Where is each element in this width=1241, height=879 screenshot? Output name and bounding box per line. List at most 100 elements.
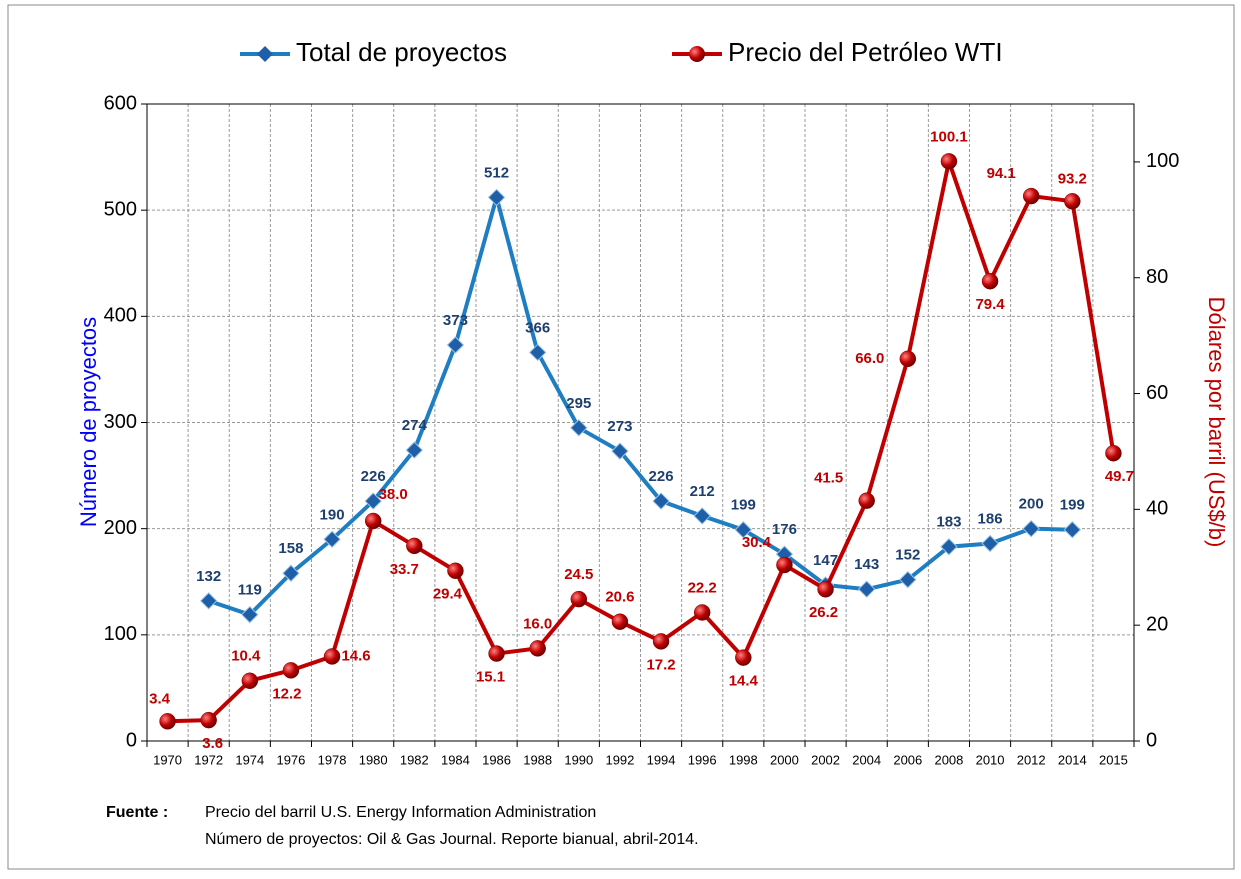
marker	[529, 640, 546, 657]
data-label: 119	[238, 582, 262, 599]
marker	[858, 492, 875, 509]
data-label: 26.2	[809, 604, 838, 621]
data-label: 3.4	[149, 690, 171, 707]
data-label: 38.0	[379, 486, 408, 503]
marker	[570, 419, 588, 437]
data-label: 66.0	[855, 350, 884, 367]
marker	[323, 648, 341, 665]
legend-marker	[257, 46, 273, 62]
x-tick-label: 1976	[276, 752, 305, 767]
y2-tick-label: 80	[1146, 266, 1168, 288]
data-label: 22.2	[688, 579, 717, 596]
y-tick-label: 300	[104, 411, 137, 433]
marker	[1022, 187, 1040, 205]
marker	[364, 492, 382, 510]
marker	[776, 556, 793, 574]
marker	[241, 672, 259, 690]
data-label: 152	[895, 547, 920, 564]
y-tick-label: 100	[104, 623, 137, 645]
marker	[488, 645, 505, 662]
data-label: 30.4	[742, 534, 772, 551]
data-label: 29.4	[433, 586, 463, 603]
y2-tick-label: 60	[1146, 382, 1168, 404]
marker	[364, 512, 382, 530]
data-label: 226	[361, 468, 386, 485]
data-label: 49.7	[1105, 468, 1134, 485]
marker	[652, 633, 670, 650]
marker	[1105, 444, 1122, 462]
source-line: Precio del barril U.S. Energy Informatio…	[205, 804, 596, 821]
marker	[899, 350, 917, 368]
data-label: 3.6	[202, 735, 223, 752]
y2-tick-label: 20	[1146, 613, 1168, 635]
marker	[241, 605, 259, 624]
data-label: 176	[772, 521, 797, 538]
y-axis-title: Número de proyectos	[76, 317, 101, 527]
x-tick-label: 2004	[852, 752, 881, 767]
marker	[282, 564, 300, 582]
y-tick-label: 600	[104, 92, 137, 114]
marker	[446, 336, 465, 354]
x-tick-label: 2012	[1017, 752, 1046, 767]
marker	[1064, 193, 1081, 210]
data-label: 273	[607, 418, 632, 435]
data-label: 100.1	[930, 128, 968, 145]
marker	[611, 442, 629, 460]
x-tick-label: 1982	[400, 752, 429, 767]
data-label: 16.0	[523, 615, 552, 632]
x-tick-label: 1970	[153, 752, 182, 767]
marker	[447, 562, 464, 579]
data-label: 512	[484, 164, 509, 181]
marker	[405, 441, 424, 459]
marker	[940, 153, 958, 170]
marker	[200, 711, 217, 729]
data-label: 183	[936, 514, 961, 531]
data-label: 17.2	[646, 656, 675, 673]
x-tick-label: 1988	[523, 752, 552, 767]
y2-tick-label: 40	[1146, 498, 1168, 520]
marker	[159, 713, 176, 730]
x-tick-label: 1974	[235, 752, 264, 767]
marker	[899, 570, 917, 589]
x-tick-label: 1996	[688, 752, 717, 767]
data-label: 199	[1060, 497, 1085, 514]
data-label: 143	[854, 556, 879, 573]
y2-axis-title: Dólares por barril (US$/b)	[1204, 297, 1229, 548]
marker	[693, 507, 711, 525]
source-line: Número de proyectos: Oil & Gas Journal. …	[205, 831, 699, 848]
data-label: 295	[566, 395, 591, 412]
marker	[817, 581, 834, 598]
marker	[199, 592, 218, 610]
marker	[735, 649, 752, 666]
legend-label: Precio del Petróleo WTI	[728, 37, 1003, 67]
y2-tick-label: 100	[1146, 150, 1179, 172]
data-label: 132	[196, 568, 221, 585]
marker	[693, 604, 711, 621]
data-label: 14.4	[729, 673, 759, 690]
x-tick-label: 1984	[441, 752, 470, 767]
x-tick-label: 2002	[811, 752, 840, 767]
y-tick-label: 0	[126, 729, 137, 751]
data-label: 10.4	[231, 648, 261, 665]
data-label: 41.5	[814, 470, 843, 487]
x-tick-label: 2006	[893, 752, 922, 767]
data-label: 14.6	[341, 647, 370, 664]
data-label: 79.4	[975, 296, 1005, 313]
data-label: 200	[1019, 496, 1044, 513]
legend-label: Total de proyectos	[296, 37, 507, 67]
x-tick-label: 1980	[359, 752, 388, 767]
marker	[857, 580, 876, 598]
marker	[1063, 521, 1082, 539]
data-label: 15.1	[476, 669, 505, 686]
marker	[406, 537, 423, 555]
x-tick-label: 1990	[564, 752, 593, 767]
marker	[981, 534, 999, 553]
data-label: 33.7	[390, 561, 419, 578]
frame	[7, 4, 1235, 870]
data-label: 373	[443, 312, 468, 329]
x-tick-label: 1972	[194, 752, 223, 767]
marker	[487, 188, 506, 207]
data-label: 147	[813, 552, 838, 569]
data-label: 366	[525, 319, 550, 336]
